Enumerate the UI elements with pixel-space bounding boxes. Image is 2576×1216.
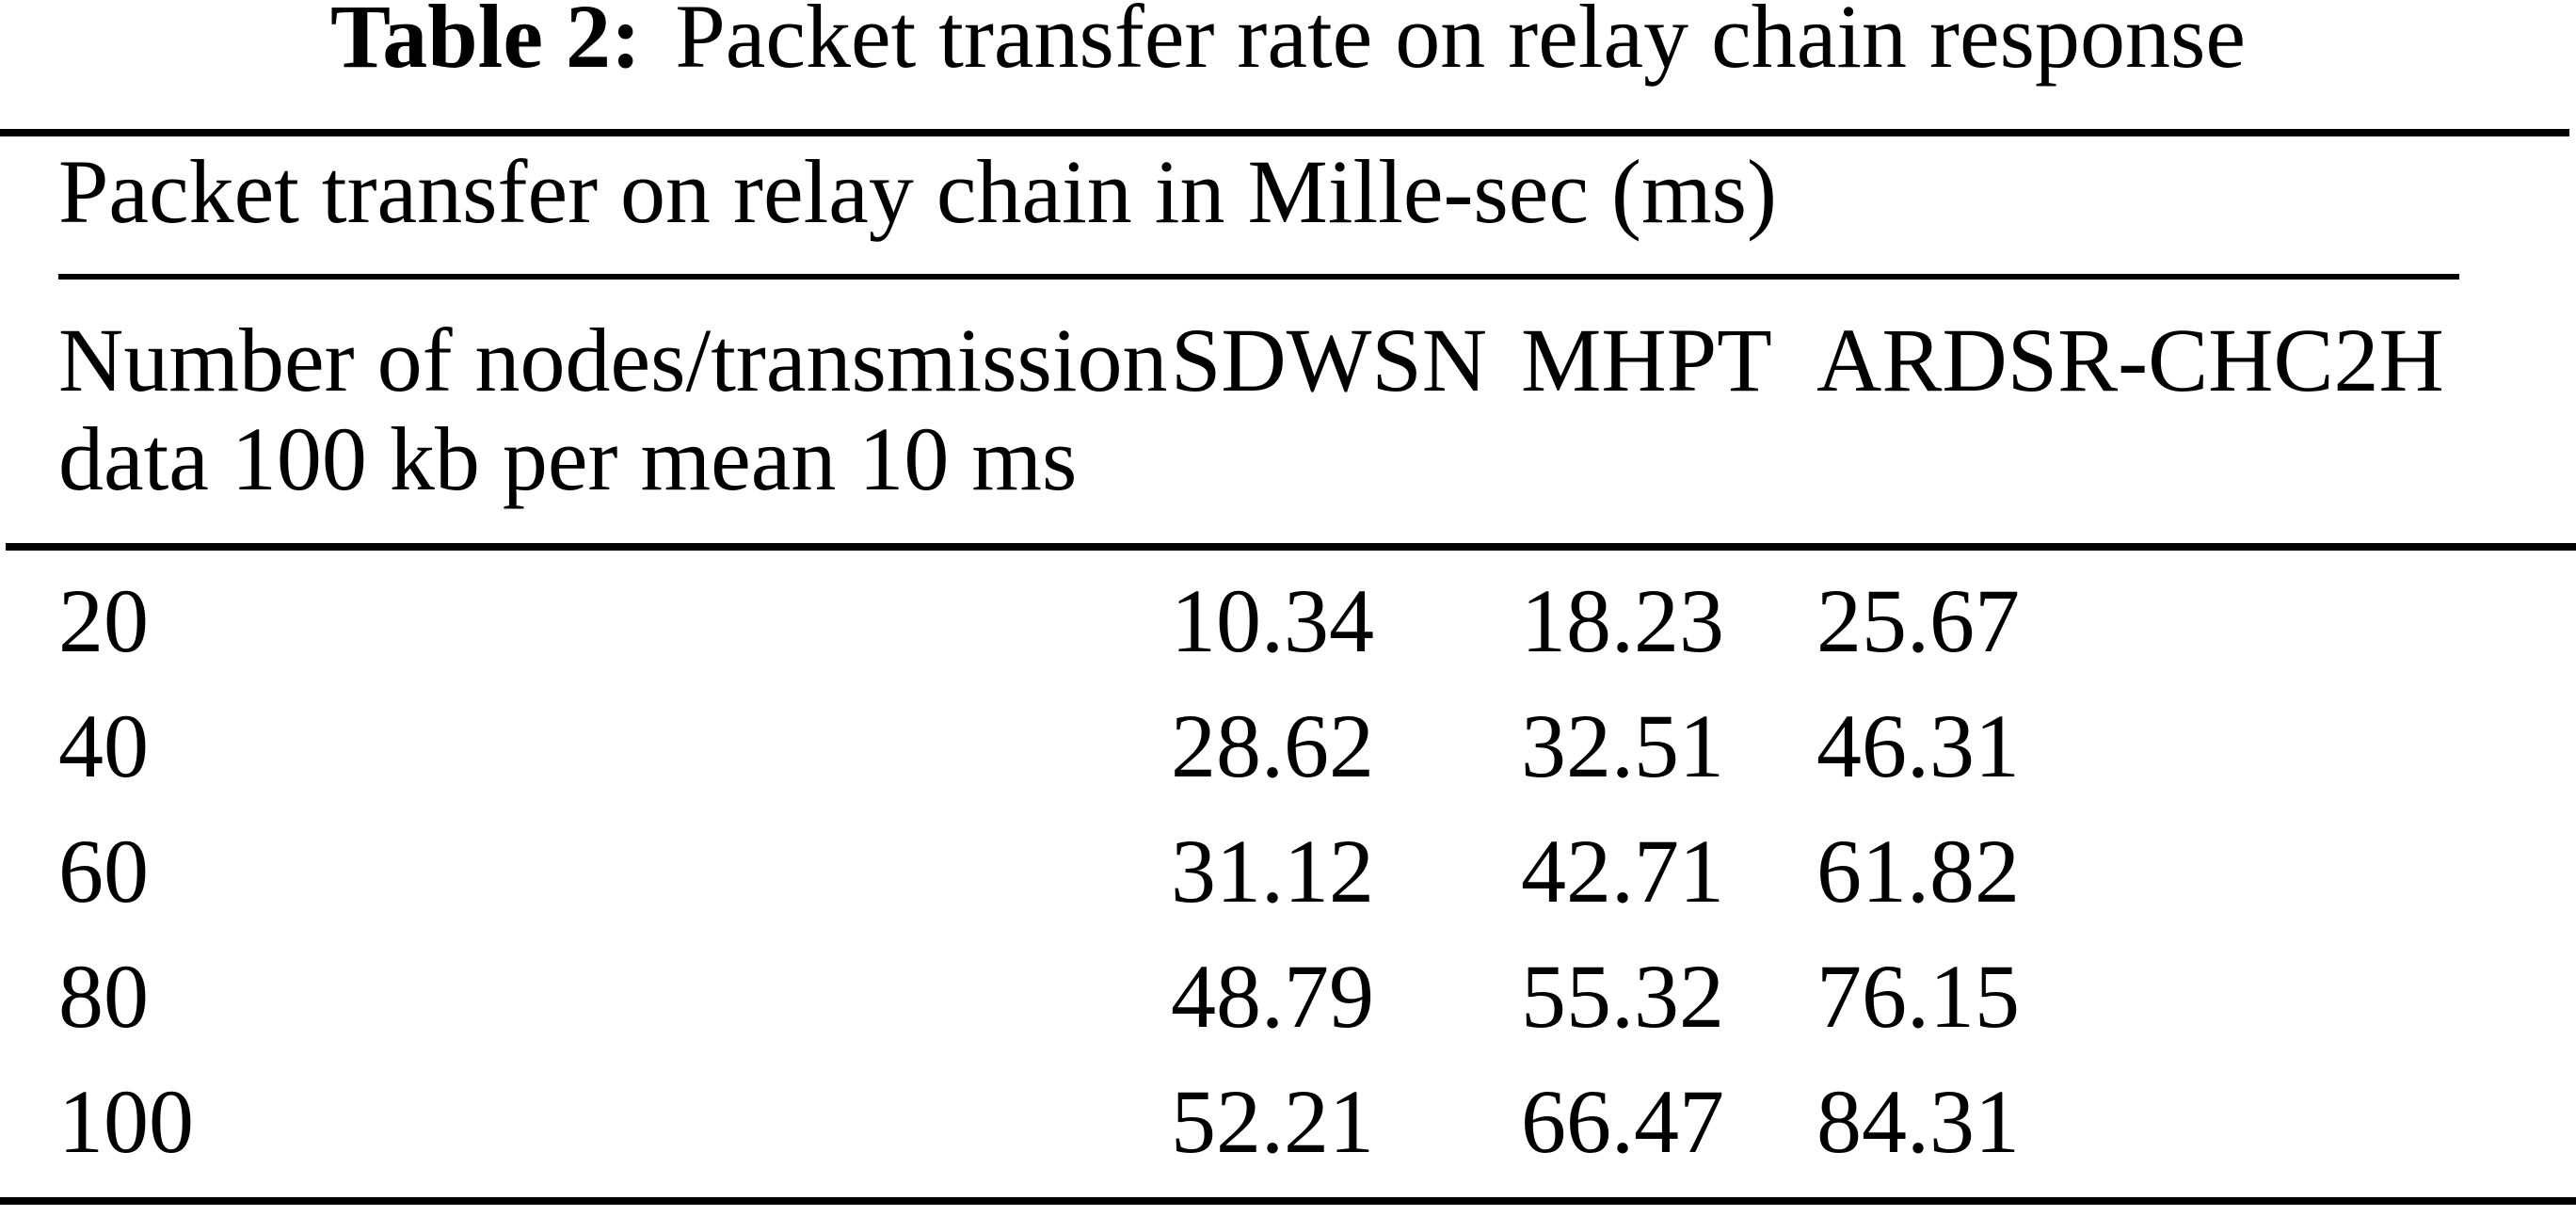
- table-subtitle: Packet transfer on relay chain in Mille-…: [58, 141, 1777, 242]
- cell-sdwsn: 52.21: [1171, 1071, 1374, 1172]
- cell-mhpt: 32.51: [1521, 696, 1724, 796]
- table-caption: Table 2: Packet transfer rate on relay ch…: [0, 0, 2576, 82]
- caption-label: Table 2:: [330, 0, 641, 87]
- column-header-ardsr-chc2h: ARDSR-CHC2H: [1816, 310, 2444, 410]
- table-bottom-rule: [0, 1197, 2576, 1205]
- cell-ardsr-chc2h: 61.82: [1816, 821, 2020, 921]
- cell-nodes: 20: [58, 570, 149, 671]
- cell-ardsr-chc2h: 84.31: [1816, 1071, 2020, 1172]
- cell-nodes: 60: [58, 821, 149, 921]
- column-header-mhpt: MHPT: [1521, 310, 1772, 410]
- cell-sdwsn: 28.62: [1171, 696, 1374, 796]
- cell-nodes: 100: [58, 1071, 194, 1172]
- cell-sdwsn: 10.34: [1171, 570, 1374, 671]
- column-header-nodes-line2: data 100 kb per mean 10 ms: [58, 408, 1078, 509]
- cell-mhpt: 55.32: [1521, 946, 1724, 1047]
- table-top-rule: [0, 129, 2569, 136]
- header-rule: [6, 543, 2576, 551]
- caption-title: Packet transfer rate on relay chain resp…: [675, 0, 2246, 87]
- subtitle-rule: [58, 274, 2459, 280]
- cell-ardsr-chc2h: 76.15: [1816, 946, 2020, 1047]
- cell-sdwsn: 48.79: [1171, 946, 1374, 1047]
- cell-nodes: 80: [58, 946, 149, 1047]
- column-header-nodes-line1: Number of nodes/transmission: [58, 310, 1168, 410]
- cell-ardsr-chc2h: 25.67: [1816, 570, 2020, 671]
- cell-nodes: 40: [58, 696, 149, 796]
- cell-mhpt: 42.71: [1521, 821, 1724, 921]
- column-header-sdwsn: SDWSN: [1171, 310, 1488, 410]
- cell-ardsr-chc2h: 46.31: [1816, 696, 2020, 796]
- cell-mhpt: 66.47: [1521, 1071, 1724, 1172]
- cell-sdwsn: 31.12: [1171, 821, 1374, 921]
- cell-mhpt: 18.23: [1521, 570, 1724, 671]
